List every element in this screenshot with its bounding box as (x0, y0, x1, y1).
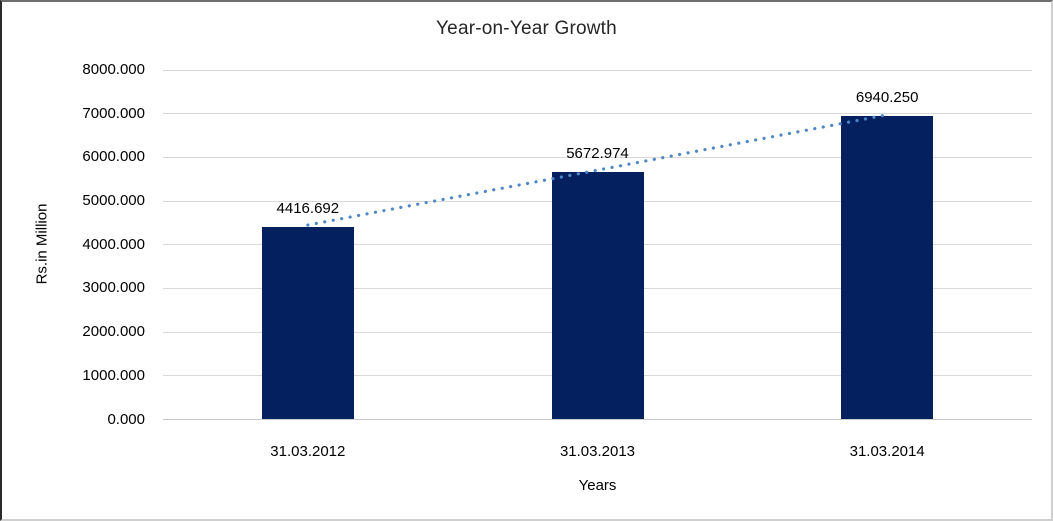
x-axis-line (163, 419, 1032, 420)
y-tick-label: 4000.000 (82, 235, 145, 253)
bar-value-label: 4416.692 (276, 199, 340, 217)
y-tick-label: 8000.000 (82, 61, 145, 78)
x-tick-label: 31.03.2013 (559, 443, 636, 460)
gridline (163, 113, 1032, 115)
x-axis-title: Years (578, 477, 617, 494)
chart-title: Year-on-Year Growth (436, 18, 617, 39)
bar (551, 171, 644, 420)
bar-value-label: 5672.974 (566, 144, 629, 162)
y-tick-label: 7000.000 (82, 104, 145, 122)
y-tick-label: 3000.000 (82, 279, 145, 297)
y-tick-label: 0.000 (107, 410, 145, 428)
y-tick-label: 1000.000 (82, 366, 145, 384)
y-tick-label: 6000.000 (82, 148, 145, 166)
y-axis-title: Rs.in Million (33, 203, 51, 285)
gridline (163, 69, 1032, 71)
bar (261, 226, 354, 420)
bar-value-label: 6940.250 (855, 89, 919, 107)
x-tick-label: 31.03.2014 (849, 443, 925, 460)
x-tick-label: 31.03.2012 (270, 443, 346, 460)
y-tick-label: 5000.000 (82, 192, 145, 210)
bar (841, 116, 934, 420)
y-tick-label: 2000.000 (82, 323, 145, 341)
